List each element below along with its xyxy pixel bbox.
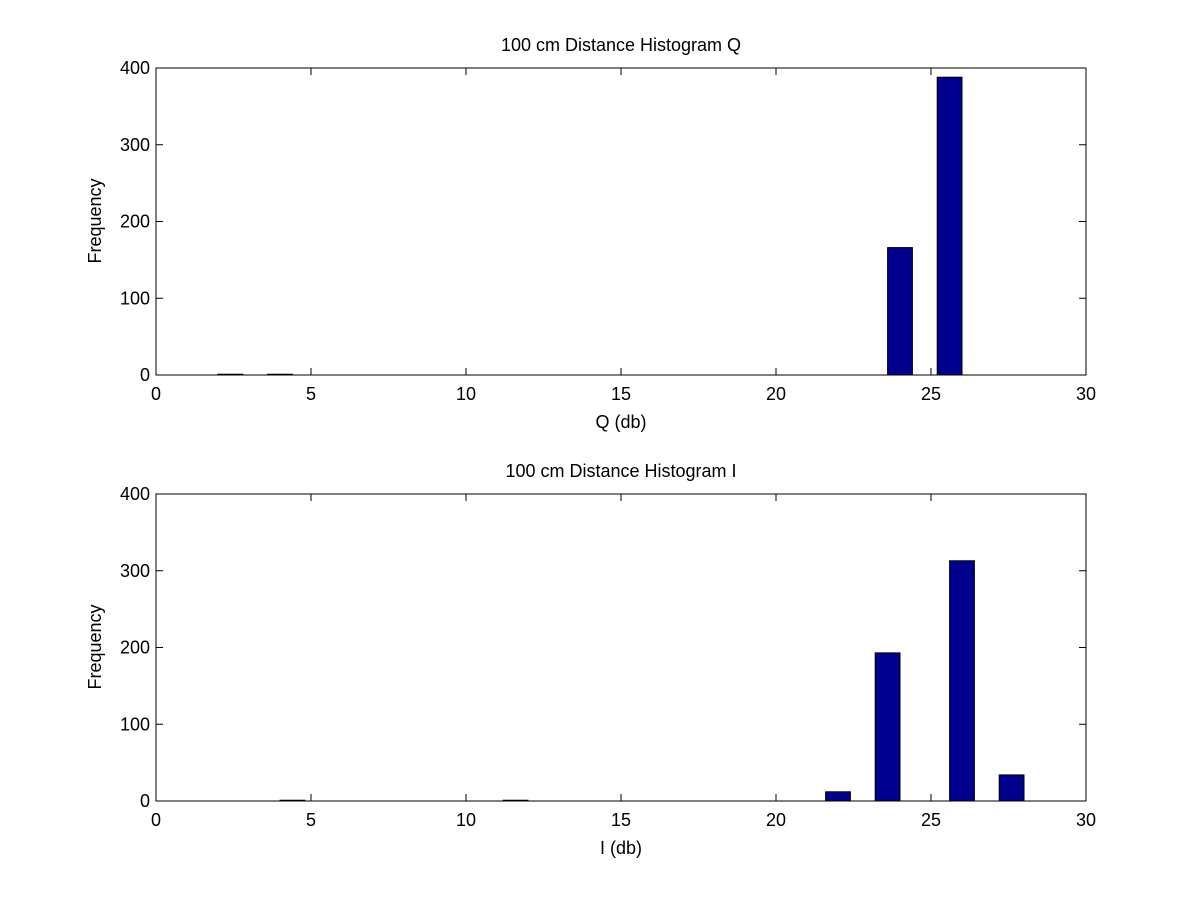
x-tick-label: 10 [456, 384, 476, 404]
y-tick-label: 400 [120, 484, 150, 504]
x-tick-label: 20 [766, 810, 786, 830]
plot-area [155, 493, 1087, 802]
x-tick-label: 15 [611, 810, 631, 830]
x-tick-label: 0 [151, 384, 161, 404]
y-axis-label: Frequency [85, 604, 105, 689]
histogram-bar [825, 791, 851, 802]
x-tick-label: 0 [151, 810, 161, 830]
y-tick-label: 200 [120, 638, 150, 658]
x-tick-label: 5 [306, 810, 316, 830]
histogram-bar [502, 799, 529, 802]
histogram-bar [874, 652, 901, 802]
chart-title: 100 cm Distance Histogram I [505, 461, 736, 481]
x-tick-label: 5 [306, 384, 316, 404]
x-tick-label: 10 [456, 810, 476, 830]
y-axis-label: Frequency [85, 178, 105, 263]
histogram-i-chart: 100 cm Distance Histogram I 0 5 10 15 20 25 30… [85, 461, 1096, 858]
x-tick-label: 20 [766, 384, 786, 404]
y-tick-label: 0 [140, 791, 150, 811]
histogram-bar [267, 373, 293, 376]
chart-title: 100 cm Distance Histogram Q [501, 35, 741, 55]
y-tick-label: 200 [120, 212, 150, 232]
histogram-bar [887, 247, 913, 376]
histogram-bar [998, 774, 1025, 802]
x-tick-label: 15 [611, 384, 631, 404]
bars-group [217, 76, 963, 376]
y-tick-label: 300 [120, 135, 150, 155]
x-tick-label: 30 [1076, 384, 1096, 404]
histogram-q-chart: 100 cm Distance Histogram Q 0 5 10 15 20 25 30… [85, 35, 1096, 432]
x-tick-label: 30 [1076, 810, 1096, 830]
x-axis-label: I (db) [600, 838, 642, 858]
y-tick-label: 300 [120, 561, 150, 581]
histogram-bar [279, 799, 306, 802]
histogram-bar [936, 76, 963, 376]
y-tick-label: 400 [120, 58, 150, 78]
bars-group [279, 560, 1025, 802]
histogram-bar [949, 560, 975, 802]
y-tick-label: 100 [120, 288, 150, 308]
y-tick-label: 100 [120, 714, 150, 734]
y-tick-label: 0 [140, 365, 150, 385]
x-axis-label: Q (db) [595, 412, 646, 432]
histogram-bar [217, 373, 244, 376]
x-tick-label: 25 [921, 810, 941, 830]
x-tick-label: 25 [921, 384, 941, 404]
